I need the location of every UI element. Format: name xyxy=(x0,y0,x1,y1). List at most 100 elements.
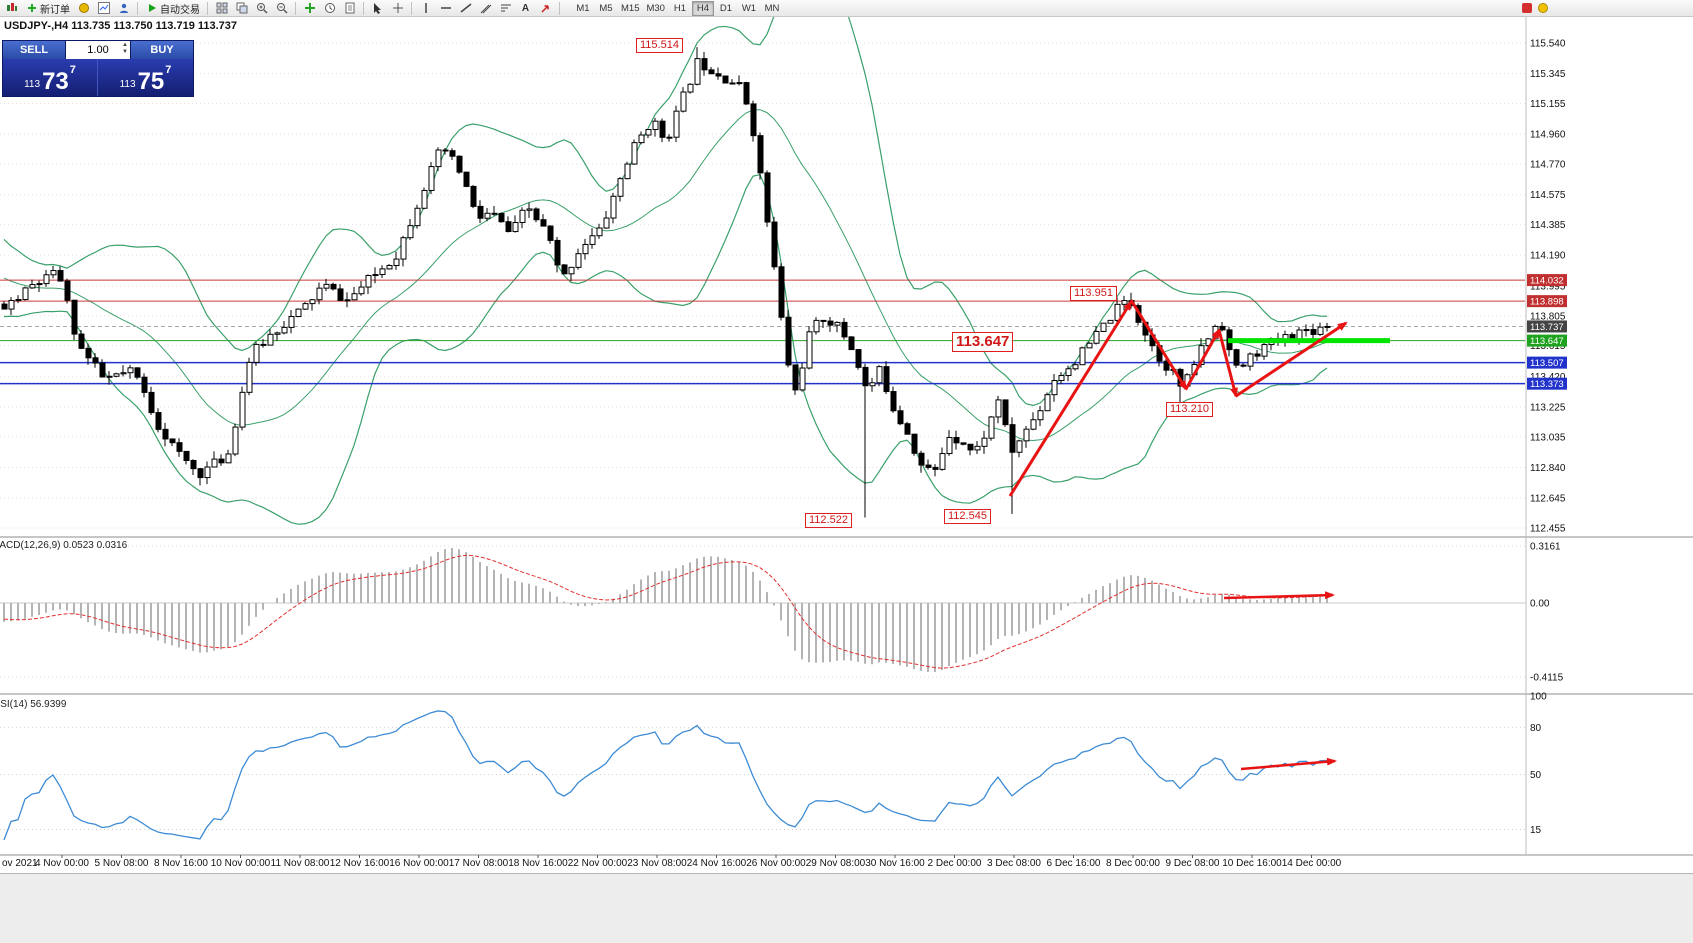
price-annotation-113.951[interactable]: 113.951 xyxy=(1070,286,1117,301)
price-tag-113.373: 113.373 xyxy=(1527,377,1567,390)
svg-text:10 Nov 00:00: 10 Nov 00:00 xyxy=(211,858,271,869)
trend-arrow-4[interactable] xyxy=(1217,329,1238,398)
sell-price-pip: 7 xyxy=(69,64,76,76)
red-badge-icon[interactable] xyxy=(1520,1,1533,14)
toolbar-separator xyxy=(559,1,560,15)
svg-text:18 Nov 16:00: 18 Nov 16:00 xyxy=(508,858,568,869)
timeframe-button-m15[interactable]: M15 xyxy=(618,1,642,16)
sell-button[interactable]: SELL xyxy=(3,41,65,59)
text-tool-button[interactable]: A xyxy=(516,1,535,16)
yellow-dot-icon[interactable] xyxy=(1536,1,1549,14)
cascade-windows-button[interactable] xyxy=(232,1,251,16)
history-center-button[interactable] xyxy=(74,1,93,16)
svg-text:112.645: 112.645 xyxy=(1530,494,1566,505)
new-order-label: 新订单 xyxy=(40,4,70,16)
svg-text:16 Nov 00:00: 16 Nov 00:00 xyxy=(389,858,449,869)
sell-price-display[interactable]: 113 73 7 xyxy=(3,59,98,96)
buy-price-pip: 7 xyxy=(165,64,172,76)
macd-panel xyxy=(0,545,1525,678)
zoom-in-button[interactable] xyxy=(252,1,271,16)
volume-input[interactable]: 1.00 ▲ ▼ xyxy=(65,41,131,59)
svg-text:9 Dec 08:00: 9 Dec 08:00 xyxy=(1166,858,1220,869)
svg-text:113.373: 113.373 xyxy=(1530,379,1564,390)
svg-text:114.960: 114.960 xyxy=(1530,130,1566,141)
timeframe-button-m5[interactable]: M5 xyxy=(595,1,617,16)
zoom-out-button[interactable] xyxy=(272,1,291,16)
timeframe-button-h4[interactable]: H4 xyxy=(691,0,714,16)
indicators-plus-icon xyxy=(303,2,316,15)
buy-price-figure: 113 xyxy=(119,79,136,90)
price-annotation-112.522[interactable]: 112.522 xyxy=(805,513,852,528)
text-icon: A xyxy=(521,2,530,14)
crosshair-button[interactable] xyxy=(388,1,407,16)
fibonacci-button[interactable] xyxy=(496,1,515,16)
timeframe-button-h1[interactable]: H1 xyxy=(669,1,691,16)
trend-arrow-3[interactable] xyxy=(1184,328,1221,390)
vertical-line-button[interactable] xyxy=(416,1,435,16)
buy-price-main: 75 xyxy=(137,68,165,95)
rsi-arrow[interactable] xyxy=(1240,757,1337,771)
timeframe-button-m1[interactable]: M1 xyxy=(572,1,594,16)
zoom-out-icon xyxy=(275,2,288,15)
price-tag-114.032: 114.032 xyxy=(1527,274,1567,287)
svg-text:115.540: 115.540 xyxy=(1530,39,1566,50)
indicators-button[interactable] xyxy=(300,1,319,16)
templates-button[interactable] xyxy=(340,1,359,16)
trend-arrow-2[interactable] xyxy=(1129,299,1188,391)
tile-windows-button[interactable] xyxy=(212,1,231,16)
volume-value: 1.00 xyxy=(87,44,109,56)
price-annotation-113.210[interactable]: 113.210 xyxy=(1166,402,1213,417)
svg-text:ov 2021: ov 2021 xyxy=(2,858,38,869)
market-watch-button[interactable] xyxy=(94,1,113,16)
autotrading-button[interactable]: 自动交易 xyxy=(142,1,203,16)
svg-text:80: 80 xyxy=(1530,723,1542,734)
svg-text:26 Nov 00:00: 26 Nov 00:00 xyxy=(746,858,806,869)
timeframe-button-w1[interactable]: W1 xyxy=(738,1,760,16)
buy-price-display[interactable]: 113 75 7 xyxy=(98,59,193,96)
svg-text:0.3161: 0.3161 xyxy=(1530,542,1561,553)
new-chart-button[interactable] xyxy=(2,1,21,16)
new-order-button[interactable]: 新订单 xyxy=(22,1,73,16)
svg-text:11 Nov 08:00: 11 Nov 08:00 xyxy=(271,858,330,869)
buy-button[interactable]: BUY xyxy=(131,41,193,59)
price-axis[interactable]: 115.540 115.345 115.155 114.960 114.770 114.5… xyxy=(1527,39,1567,836)
svg-text:113.995: 113.995 xyxy=(1530,281,1566,292)
timeframe-button-d1[interactable]: D1 xyxy=(715,1,737,16)
trend-arrow-5[interactable] xyxy=(1235,321,1348,398)
tile-windows-icon xyxy=(215,2,228,15)
volume-decrease-button[interactable]: ▼ xyxy=(122,49,128,55)
macd-arrow[interactable] xyxy=(1223,591,1335,600)
arrows-tool-button[interactable] xyxy=(536,1,555,16)
periods-button[interactable] xyxy=(320,1,339,16)
volume-increase-button[interactable]: ▲ xyxy=(122,42,128,48)
svg-text:4 Nov 00:00: 4 Nov 00:00 xyxy=(35,858,89,869)
timeframe-button-m30[interactable]: M30 xyxy=(643,1,667,16)
trendline-button[interactable] xyxy=(456,1,475,16)
price-annotation-115.514[interactable]: 115.514 xyxy=(636,38,683,53)
svg-text:113.420: 113.420 xyxy=(1530,372,1566,383)
autotrading-label: 自动交易 xyxy=(160,4,200,16)
timeframe-button-mn[interactable]: MN xyxy=(761,1,783,16)
svg-text:17 Nov 08:00: 17 Nov 08:00 xyxy=(449,858,509,869)
svg-text:112.840: 112.840 xyxy=(1530,463,1566,474)
accounts-button[interactable] xyxy=(114,1,133,16)
rsi-panel xyxy=(0,710,1525,841)
line-chart-icon xyxy=(97,2,110,15)
channel-button[interactable] xyxy=(476,1,495,16)
price-annotation-113.647[interactable]: 113.647 xyxy=(952,332,1014,352)
macd-label: MACD(12,26,9) 0.0523 0.0316 xyxy=(0,540,128,551)
trend-arrow-1[interactable] xyxy=(1008,300,1133,497)
svg-text:114.770: 114.770 xyxy=(1530,160,1566,171)
cursor-button[interactable] xyxy=(368,1,387,16)
horizontal-line-button[interactable] xyxy=(436,1,455,16)
price-tag-113.647: 113.647 xyxy=(1527,334,1567,347)
svg-text:22 Nov 00:00: 22 Nov 00:00 xyxy=(568,858,628,869)
toolbar-separator xyxy=(137,1,138,15)
svg-text:-0.4115: -0.4115 xyxy=(1530,673,1564,684)
toolbar-far-icons xyxy=(1520,1,1549,14)
svg-text:15: 15 xyxy=(1530,825,1542,836)
price-annotation-112.545[interactable]: 112.545 xyxy=(944,509,991,524)
timeframe-toolbar: M1 M5 M15 M30 H1 H4 D1 W1 MN xyxy=(572,0,783,16)
